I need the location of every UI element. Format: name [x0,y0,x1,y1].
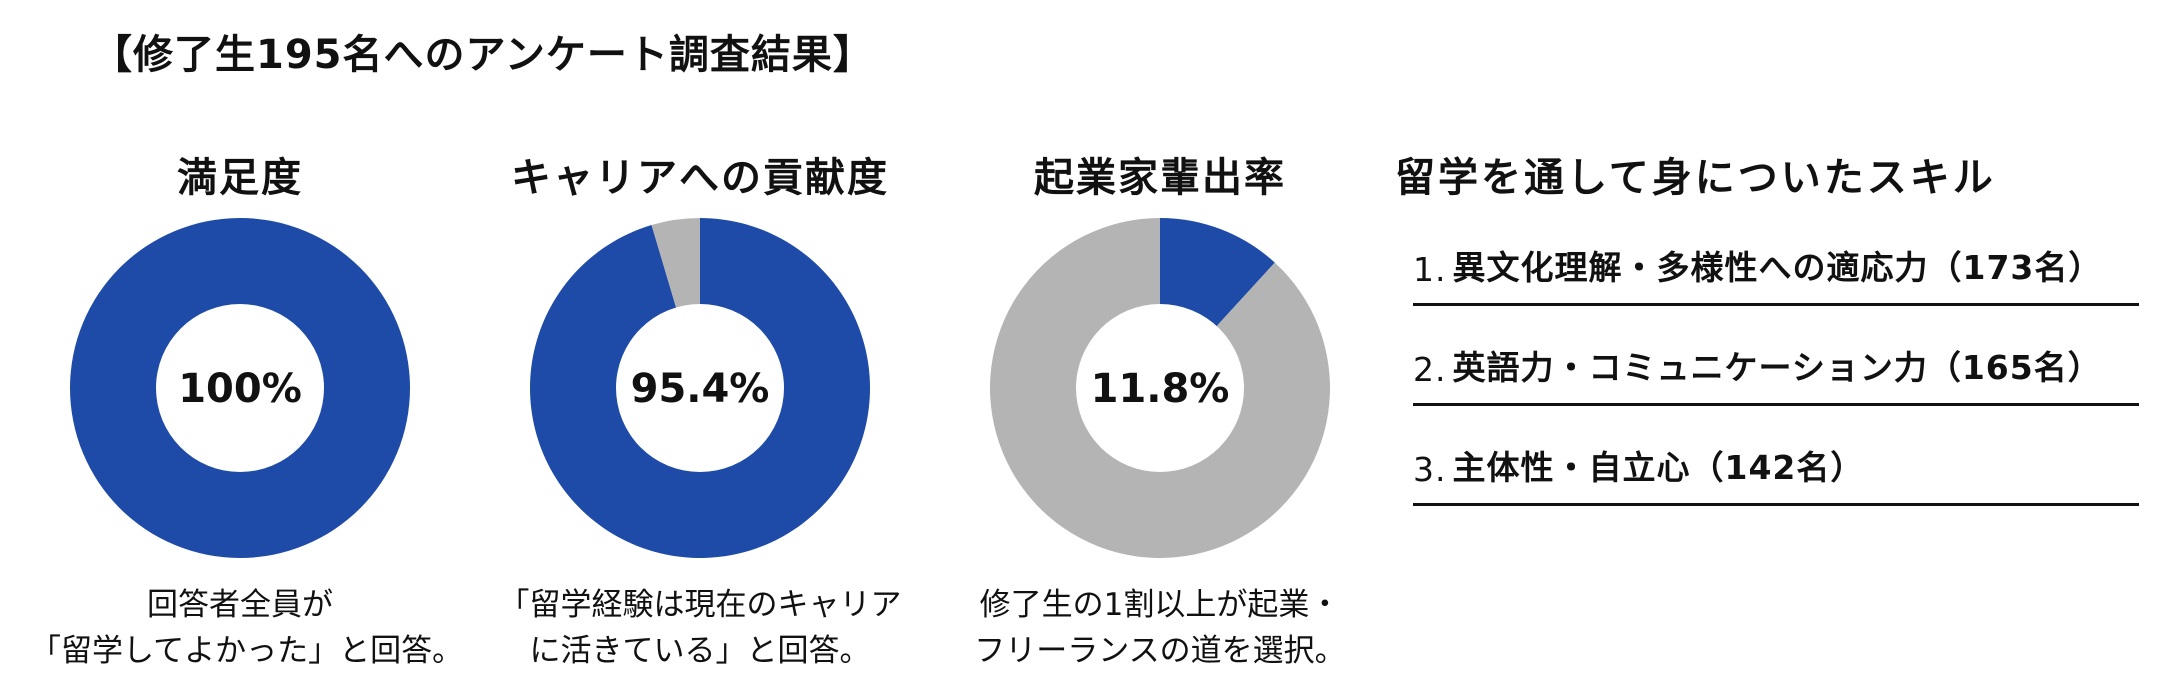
donut-center-label: 11.8% [1091,366,1230,412]
donut-chart: 11.8% [990,218,1330,558]
skill-item: 3. 主体性・自立心（142名） [1413,406,2139,506]
donut-center-label: 100% [178,366,302,412]
chart-caption: 回答者全員が 「留学してよかった」と回答。 [30,582,464,674]
skill-rank: 3. [1413,450,1447,489]
donut-chart: 95.4% [530,218,870,558]
skills-title: 留学を通して身についたスキル [1395,155,1996,201]
donut-chart: 100% [70,218,410,558]
caption-line: 「留学してよかった」と回答。 [30,633,464,669]
page-title: 【修了生195名へのアンケート調査結果】 [92,32,874,78]
skill-item: 2. 英語力・コミュニケーション力（165名） [1413,306,2139,406]
skill-text: 主体性・自立心（142名） [1452,448,1865,487]
donut-center-label: 95.4% [631,366,770,412]
chart-title: 起業家輩出率 [1034,155,1286,201]
skill-text: 英語力・コミュニケーション力（165名） [1452,348,2102,387]
caption-line: 修了生の1割以上が起業・ [979,587,1341,623]
chart-satisfaction: 満足度 100% 回答者全員が 「留学してよかった」と回答。 [30,150,464,674]
chart-title: キャリアへの貢献度 [511,155,889,201]
chart-caption: 修了生の1割以上が起業・ フリーランスの道を選択。 [950,582,1370,674]
caption-line: に活きている」と回答。 [529,633,871,669]
chart-career-contribution: キャリアへの貢献度 95.4% 「留学経験は現在のキャリア に活きている」と回答… [490,150,910,674]
caption-line: 回答者全員が [147,587,333,623]
skills-panel: 留学を通して身についたスキル 1. 異文化理解・多様性への適応力（173名） 2… [1395,150,2140,506]
chart-title: 満足度 [177,155,303,201]
skill-rank: 2. [1413,350,1447,389]
donut-hole [1076,304,1244,472]
donut-hole [156,304,324,472]
skill-item: 1. 異文化理解・多様性への適応力（173名） [1413,206,2139,306]
caption-line: フリーランスの道を選択。 [974,633,1346,669]
skill-text: 異文化理解・多様性への適応力（173名） [1452,248,2103,287]
donut-hole [616,304,784,472]
skill-rank: 1. [1413,250,1447,289]
caption-line: 「留学経験は現在のキャリア [498,587,902,623]
chart-caption: 「留学経験は現在のキャリア に活きている」と回答。 [490,582,910,674]
chart-entrepreneur-rate: 起業家輩出率 11.8% 修了生の1割以上が起業・ フリーランスの道を選択。 [950,150,1370,674]
